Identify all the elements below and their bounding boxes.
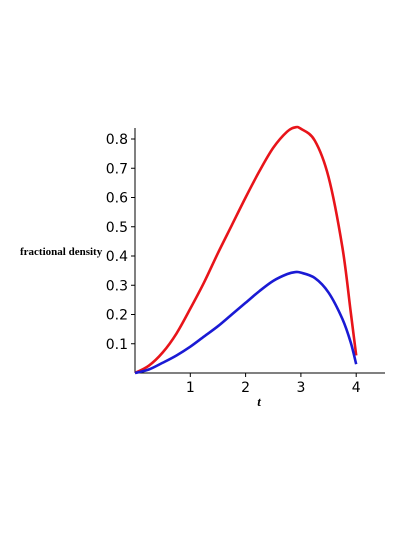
y-tick-label: 0.8 — [106, 132, 128, 148]
x-tick-label: 1 — [186, 380, 195, 396]
y-axis-title: fractional density — [20, 246, 103, 258]
series-group — [134, 125, 358, 375]
x-tick-label: 4 — [352, 380, 361, 396]
y-tick-label: 0.5 — [106, 220, 128, 236]
series-line-2 — [134, 270, 358, 375]
ticks: 1 2 3 4 0.1 0.2 0.3 0.4 0.5 0.6 0.7 0.8 — [106, 132, 361, 396]
x-tick-label: 2 — [241, 380, 250, 396]
x-tick-label: 3 — [296, 380, 305, 396]
y-tick-label: 0.3 — [106, 278, 128, 294]
y-tick-label: 0.1 — [106, 337, 128, 353]
x-axis-title: t — [257, 394, 261, 409]
series-line-1 — [134, 125, 358, 375]
y-tick-label: 0.4 — [106, 249, 128, 265]
y-tick-label: 0.7 — [106, 161, 128, 177]
y-tick-label: 0.2 — [106, 308, 128, 324]
y-tick-label: 0.6 — [106, 191, 128, 207]
axes — [134, 128, 385, 374]
